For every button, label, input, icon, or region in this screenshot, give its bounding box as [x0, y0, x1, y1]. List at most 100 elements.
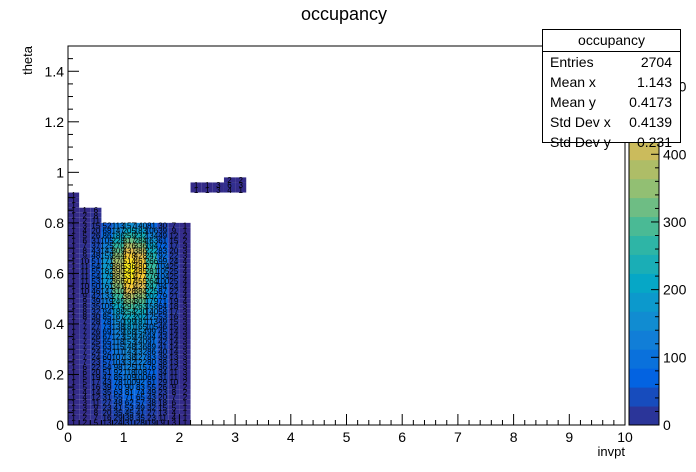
heatmap-cell	[179, 263, 191, 269]
heatmap-cell	[168, 389, 180, 395]
heatmap-cell	[134, 263, 146, 269]
heatmap-cell	[112, 323, 124, 329]
heatmap-cell-label: 3	[183, 363, 188, 372]
heatmap-cell-label: 12	[91, 393, 100, 402]
heatmap-cell-label: 1	[71, 363, 76, 372]
heatmap-cell-label: 223	[123, 312, 137, 321]
heatmap-cell	[179, 268, 191, 274]
heatmap-cell-label: 423	[134, 282, 148, 291]
heatmap-cell-label: 63	[103, 343, 112, 352]
heatmap-cell	[90, 349, 102, 355]
heatmap-cell-label: 9	[172, 226, 177, 235]
heatmap-cell-label: 7	[82, 322, 87, 331]
heatmap-cell	[145, 369, 158, 375]
heatmap-cell	[157, 227, 169, 233]
heatmap-cell	[90, 263, 102, 269]
heatmap-cell-label: 58	[158, 307, 167, 316]
heatmap-cell	[179, 409, 191, 415]
heatmap-cell	[179, 364, 191, 370]
heatmap-cell	[145, 293, 158, 299]
heatmap-cell-label: 39	[91, 297, 100, 306]
heatmap-cell-label: 1	[71, 191, 76, 200]
heatmap-cell	[101, 227, 113, 233]
heatmap-cell-label: 1	[71, 226, 76, 235]
heatmap-cell-label: 46	[158, 322, 167, 331]
heatmap-cell-label: 48	[91, 252, 100, 261]
heatmap-cell-label: 115	[112, 343, 125, 352]
heatmap-cell-label: 264	[145, 277, 159, 286]
heatmap-cell	[134, 258, 146, 264]
heatmap-cell	[179, 293, 191, 299]
x-axis: 0 1 2 3 4 5 6 7 8 9 10	[64, 414, 633, 445]
heatmap-cell-label: 6	[227, 181, 232, 190]
heatmap-cell-label: 3	[183, 307, 188, 316]
x-tick-label: 0	[64, 429, 72, 445]
heatmap-cell	[101, 364, 113, 370]
heatmap-cell	[90, 243, 102, 249]
heatmap-cell-label: 4	[183, 267, 188, 276]
heatmap-cell-label: 3	[82, 403, 87, 412]
heatmap-cell-label: 10	[169, 378, 178, 387]
heatmap-cell-label: 5	[94, 418, 99, 427]
heatmap-cell	[134, 313, 146, 319]
heatmap-cell	[101, 248, 113, 254]
heatmap-cell	[101, 369, 113, 375]
heatmap-cell	[179, 328, 191, 335]
heatmap-cell	[168, 384, 180, 390]
heatmap-cell	[112, 268, 124, 274]
heatmap-cell-label: 54	[103, 363, 112, 372]
heatmap-cell-label: 62	[103, 348, 112, 357]
heatmap-cell	[123, 227, 135, 233]
heatmap-cell	[134, 379, 146, 385]
heatmap-cell-label: 32	[147, 403, 156, 412]
heatmap-cell-label: 3	[183, 333, 188, 342]
heatmap-cell	[90, 227, 102, 233]
heatmap-cell-label: 24	[114, 418, 123, 427]
heatmap-cell	[112, 222, 124, 228]
heatmap-cell	[112, 344, 124, 350]
z-tick-label: 200	[663, 282, 687, 298]
heatmap-cell-label: 4	[183, 292, 188, 301]
heatmap-cell-label: 1	[71, 221, 76, 230]
heatmap-cell	[101, 263, 113, 269]
heatmap-cell	[157, 243, 169, 249]
heatmap-cell-label: 1	[71, 247, 76, 256]
heatmap-cell	[79, 404, 91, 410]
heatmap-cell	[157, 273, 169, 279]
heatmap-cell-label: 386	[111, 262, 125, 271]
heatmap-cell-label: 270	[111, 242, 125, 251]
heatmap-cell	[68, 369, 80, 375]
heatmap-cell	[134, 354, 146, 360]
heatmap-cell	[79, 293, 91, 299]
heatmap-cell-label: 9	[94, 403, 99, 412]
heatmap-cell	[168, 263, 180, 269]
heatmap-cell-label: 30	[158, 221, 167, 230]
heatmap-cell-label: 13	[103, 418, 112, 427]
heatmap-cell-label: 103	[111, 358, 125, 367]
heatmap-cell-label: 276	[145, 272, 159, 281]
heatmap-cell-label: 1	[194, 186, 199, 195]
y-tick-label: 0.4	[45, 316, 65, 332]
heatmap-cell	[157, 404, 169, 410]
heatmap-cell-label: 19	[169, 297, 178, 306]
heatmap-cell-label: 428	[134, 252, 148, 261]
heatmap-cell-label: 461	[134, 257, 148, 266]
heatmap-cell-label: 1	[183, 398, 188, 407]
heatmap-cell-label: 76	[147, 363, 156, 372]
heatmap-cell-label: 147	[100, 287, 114, 296]
heatmap-cell	[168, 298, 180, 304]
heatmap-cell	[168, 232, 180, 239]
heatmap-cell-label: 2	[238, 176, 243, 185]
z-tick-label: 100	[663, 349, 687, 365]
heatmap-cell-label: 381	[123, 292, 137, 301]
heatmap-cell-label: 1	[183, 221, 188, 230]
heatmap-cell	[79, 359, 91, 365]
heatmap-cell	[157, 308, 169, 314]
heatmap-cell-label: 1	[71, 267, 76, 276]
heatmap-cell	[179, 419, 191, 425]
heatmap-cell-label: 5	[172, 403, 177, 412]
heatmap-cell-label: 13	[169, 358, 178, 367]
heatmap-cell-label: 24	[169, 282, 178, 291]
heatmap-cell	[101, 339, 113, 345]
heatmap-cell	[235, 182, 247, 188]
